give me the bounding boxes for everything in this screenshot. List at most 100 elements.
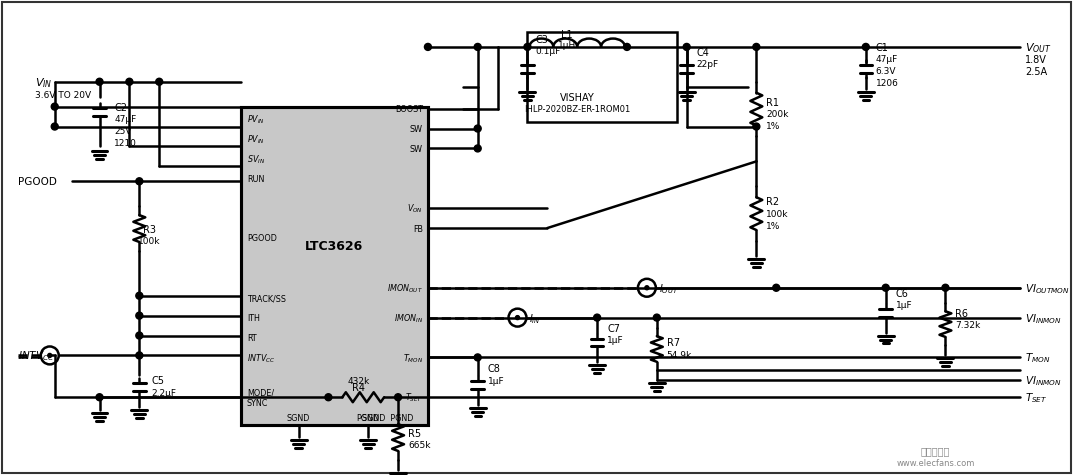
Text: 665k: 665k [409, 441, 430, 449]
Text: 3.6V TO 20V: 3.6V TO 20V [34, 91, 91, 100]
Circle shape [136, 178, 142, 185]
Text: PGND: PGND [357, 413, 379, 422]
Text: R3: R3 [142, 225, 156, 235]
Text: $PV_{IN}$: $PV_{IN}$ [247, 133, 265, 146]
Text: 47μF: 47μF [114, 115, 137, 124]
Circle shape [474, 354, 481, 361]
Text: R7: R7 [667, 338, 680, 348]
Text: $INTV_{CC}$: $INTV_{CC}$ [247, 351, 275, 364]
Text: 47μF: 47μF [875, 55, 898, 64]
Text: www.elecfans.com: www.elecfans.com [896, 458, 975, 467]
Text: 1%: 1% [766, 221, 780, 230]
Text: C3: C3 [536, 35, 549, 45]
Text: R5: R5 [409, 428, 421, 438]
Text: 1μH: 1μH [558, 41, 577, 50]
Circle shape [52, 124, 58, 131]
Text: FB: FB [413, 224, 423, 233]
Circle shape [136, 293, 142, 299]
Text: $PV_{IN}$: $PV_{IN}$ [247, 113, 265, 126]
Text: 1μF: 1μF [487, 376, 505, 385]
Circle shape [474, 126, 481, 133]
Text: C1: C1 [875, 43, 888, 53]
Text: MODE/
SYNC: MODE/ SYNC [247, 388, 274, 407]
Text: 100k: 100k [766, 209, 789, 218]
Text: VISHAY: VISHAY [559, 92, 595, 102]
Text: $I_{OUT}$: $I_{OUT}$ [659, 281, 679, 295]
Text: $VI_{INMON}$: $VI_{INMON}$ [1025, 311, 1062, 325]
Circle shape [395, 394, 402, 401]
Text: $V_{OUT}$: $V_{OUT}$ [1025, 41, 1052, 55]
Text: SW: SW [410, 145, 423, 154]
Circle shape [474, 146, 481, 153]
Circle shape [136, 332, 142, 339]
Circle shape [594, 315, 600, 321]
Text: BOOST: BOOST [395, 105, 423, 114]
Text: 100k: 100k [138, 237, 161, 246]
Circle shape [126, 79, 133, 86]
Circle shape [474, 44, 481, 51]
Circle shape [623, 44, 631, 51]
Text: R2: R2 [766, 197, 779, 207]
Text: 0.1μF: 0.1μF [536, 47, 561, 56]
Text: SGND: SGND [287, 413, 310, 422]
Circle shape [136, 312, 142, 319]
Text: 1μF: 1μF [607, 335, 624, 344]
Circle shape [425, 44, 431, 51]
Circle shape [155, 79, 163, 86]
Text: IHLP-2020BZ-ER-1ROM01: IHLP-2020BZ-ER-1ROM01 [524, 105, 631, 114]
Text: 2.5A: 2.5A [1025, 67, 1047, 77]
Text: $I_{IN}$: $I_{IN}$ [529, 311, 541, 325]
Text: 1.8V: 1.8V [1025, 55, 1047, 65]
Circle shape [136, 352, 142, 359]
Text: C5: C5 [151, 376, 164, 386]
Text: PGOOD: PGOOD [18, 177, 57, 187]
Circle shape [683, 44, 690, 51]
Text: RT: RT [247, 333, 257, 342]
Text: $T_{MON}$: $T_{MON}$ [403, 351, 423, 364]
Circle shape [752, 124, 760, 131]
Text: C7: C7 [607, 323, 620, 333]
Text: $INTV_{CC}$: $INTV_{CC}$ [18, 349, 54, 363]
Circle shape [524, 44, 531, 51]
Circle shape [96, 79, 103, 86]
Text: RUN: RUN [247, 174, 264, 183]
Circle shape [752, 44, 760, 51]
Text: $T_{SET}$: $T_{SET}$ [1025, 390, 1048, 404]
Text: 432k: 432k [347, 376, 370, 385]
Text: 25V: 25V [114, 127, 132, 136]
FancyBboxPatch shape [240, 108, 428, 425]
Text: PGOOD: PGOOD [247, 234, 277, 243]
Text: ITH: ITH [247, 314, 260, 322]
Text: 电子疯疯疯: 电子疯疯疯 [921, 445, 950, 455]
Circle shape [52, 104, 58, 111]
Text: 22pF: 22pF [696, 60, 719, 69]
Text: 1%: 1% [766, 122, 780, 131]
Text: R1: R1 [766, 98, 779, 108]
Text: L1: L1 [562, 30, 573, 40]
Text: $IMON_{IN}$: $IMON_{IN}$ [393, 312, 423, 324]
Text: 200k: 200k [766, 110, 789, 119]
Text: $T_{MON}$: $T_{MON}$ [1025, 351, 1051, 365]
Text: R6: R6 [955, 308, 968, 318]
Text: C8: C8 [487, 364, 500, 374]
Text: $IMON_{OUT}$: $IMON_{OUT}$ [387, 282, 423, 294]
Text: C6: C6 [896, 288, 909, 298]
Text: C2: C2 [114, 102, 127, 112]
Circle shape [47, 354, 52, 357]
Circle shape [324, 394, 332, 401]
Text: LTC3626: LTC3626 [305, 240, 363, 253]
Text: $V_{ON}$: $V_{ON}$ [407, 202, 423, 215]
Text: 7.32k: 7.32k [955, 320, 981, 329]
Text: TRACK/SS: TRACK/SS [247, 294, 286, 303]
Circle shape [653, 315, 661, 321]
Text: $V_{IN}$: $V_{IN}$ [34, 76, 53, 89]
Text: $VI_{INMON}$: $VI_{INMON}$ [1025, 374, 1062, 387]
Circle shape [942, 285, 949, 292]
Circle shape [96, 394, 103, 401]
Text: R4: R4 [351, 383, 364, 392]
Circle shape [773, 285, 779, 292]
Text: SGND  PGND: SGND PGND [361, 413, 413, 422]
Text: 1206: 1206 [875, 79, 899, 88]
Circle shape [882, 285, 889, 292]
Text: 6.3V: 6.3V [875, 67, 896, 76]
